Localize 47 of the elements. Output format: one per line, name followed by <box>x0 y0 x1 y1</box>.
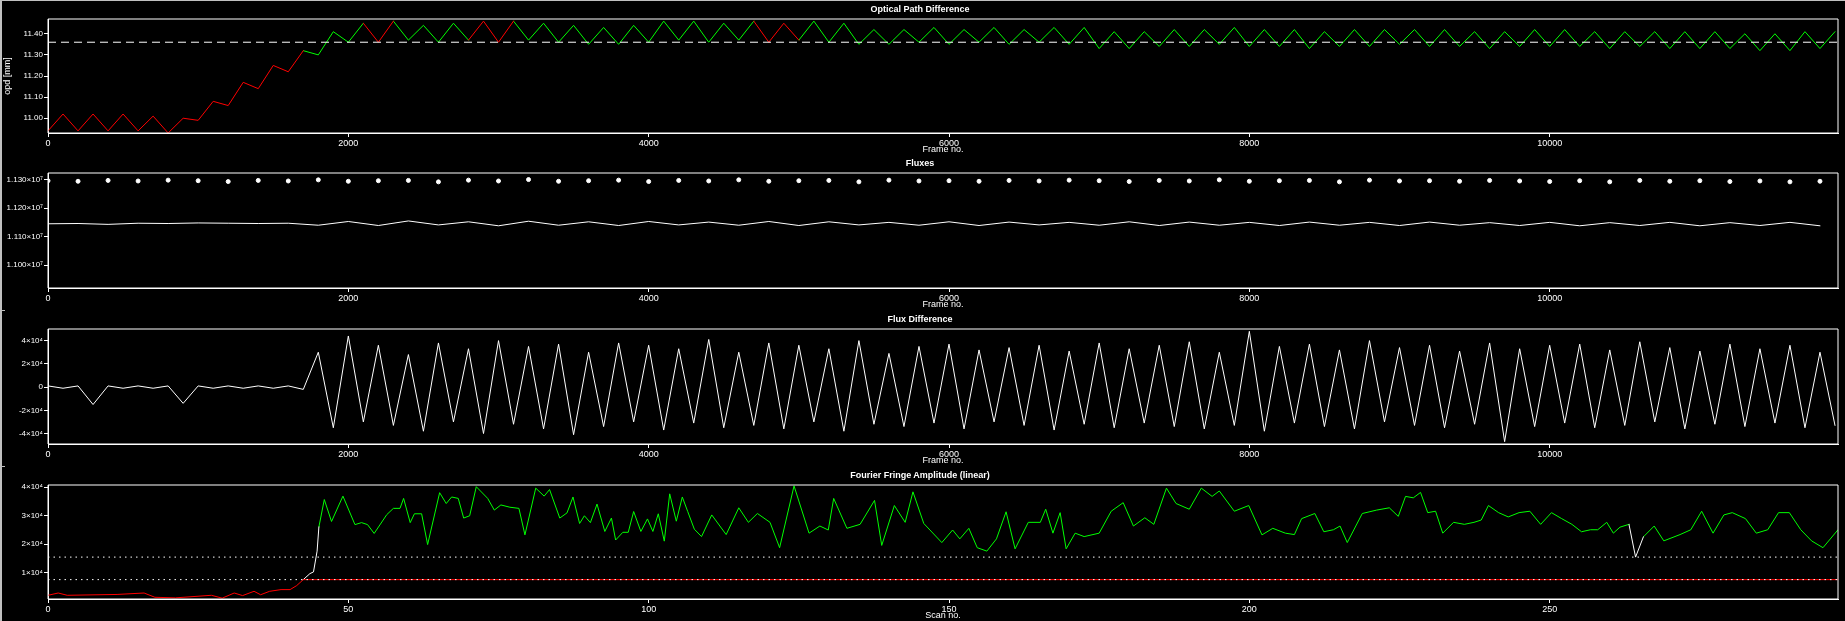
chart-title: Flux Difference <box>887 313 953 324</box>
x-tick-label: 100 <box>641 603 657 614</box>
x-tick-label: 0 <box>45 603 51 614</box>
y-tick-label: 11.10 <box>23 92 44 102</box>
y-tick-label: -4×10⁴ <box>18 428 44 438</box>
x-tick-label: 8000 <box>1239 292 1260 303</box>
chart-title: Optical Path Difference <box>870 3 970 14</box>
x-tick-label: 0 <box>45 448 51 459</box>
y-tick-label: 2×10⁴ <box>21 359 44 369</box>
x-tick-label: 2000 <box>338 137 359 148</box>
x-tick-label: 10000 <box>1537 292 1563 303</box>
y-tick-label: 1×10⁴ <box>21 567 44 577</box>
y-tick-label: 11.20 <box>23 71 44 81</box>
x-tick-label: 6000 <box>938 448 960 459</box>
chart-title: Fluxes <box>905 157 935 168</box>
x-tick-label: 10000 <box>1537 137 1563 148</box>
x-tick-label: 4000 <box>638 448 659 459</box>
y-tick-label: 4×10⁴ <box>21 482 44 492</box>
y-tick-label: 2×10⁴ <box>21 539 44 549</box>
y-axis-title: opd [mm] <box>1 57 12 95</box>
x-tick-label: 200 <box>1241 603 1257 614</box>
x-tick-label: 4000 <box>638 137 659 148</box>
x-tick-label: 50 <box>343 603 354 614</box>
chart-title: Fourier Fringe Amplitude (linear) <box>850 469 990 480</box>
x-tick-label: 6000 <box>938 137 960 148</box>
x-tick-label: 4000 <box>638 292 659 303</box>
x-tick-label: 2000 <box>338 292 359 303</box>
x-tick-label: 0 <box>45 137 51 148</box>
x-tick-label: 8000 <box>1239 137 1260 148</box>
y-tick-label: 11.00 <box>23 113 44 123</box>
x-tick-label: 6000 <box>938 292 960 303</box>
y-tick-label: 1.100×10⁷ <box>6 260 44 270</box>
y-tick-label: 1.110×10⁷ <box>7 231 44 241</box>
y-tick-label: 0 <box>38 382 44 392</box>
x-tick-label: 2000 <box>338 448 359 459</box>
y-tick-label: 1.130×10⁷ <box>6 174 44 184</box>
x-tick-label: 8000 <box>1239 448 1260 459</box>
x-tick-label: 150 <box>941 603 957 614</box>
y-tick-label: 11.30 <box>23 50 44 60</box>
y-tick-label: -2×10⁴ <box>18 405 44 415</box>
x-tick-label: 0 <box>45 292 51 303</box>
y-tick-label: 11.40 <box>23 28 44 38</box>
x-tick-label: 250 <box>1542 603 1558 614</box>
y-tick-label: 4×10⁴ <box>21 335 44 345</box>
y-tick-label: 1.120×10⁷ <box>6 203 44 213</box>
x-tick-label: 10000 <box>1537 448 1563 459</box>
y-tick-label: 3×10⁴ <box>21 510 44 520</box>
